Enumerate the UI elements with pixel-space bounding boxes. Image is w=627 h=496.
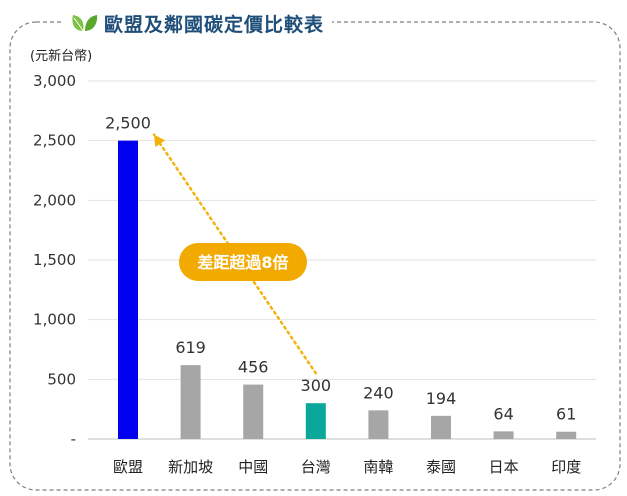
y-tick-label: 2,500	[33, 132, 76, 150]
y-axis-unit: (元新台幣)	[30, 49, 93, 64]
bar-歐盟	[118, 140, 138, 439]
annotation: 差距超過8倍	[152, 133, 318, 375]
x-tick-label: 日本	[489, 458, 519, 476]
x-tick-label: 南韓	[363, 458, 393, 476]
y-axis-ticks: - 500 1,000 1,500 2,000 2,500 3,000	[33, 72, 76, 448]
page-title: 歐盟及鄰國碳定價比較表	[104, 13, 325, 36]
bar-泰國	[431, 415, 451, 439]
bar-中國	[243, 384, 264, 439]
y-tick-label: 3,000	[33, 72, 76, 90]
value-label: 61	[556, 405, 576, 424]
bar-南韓	[368, 410, 389, 439]
x-tick-label: 印度	[551, 458, 581, 476]
x-tick-label: 歐盟	[113, 458, 143, 476]
x-axis-labels: 歐盟 新加坡 中國 台灣 南韓 泰國 日本 印度	[113, 458, 581, 476]
x-tick-label: 泰國	[426, 458, 456, 476]
value-labels: 2,500 619 456 300 240 194 64 61	[105, 114, 576, 424]
value-label: 2,500	[105, 114, 151, 133]
dashed-border	[9, 21, 621, 491]
y-tick-label: 1,500	[33, 251, 76, 269]
leaf-icon	[72, 15, 98, 32]
y-tick-label: 2,000	[33, 191, 76, 209]
y-tick-label: 1,000	[33, 311, 76, 329]
y-tick-label: 500	[47, 370, 76, 388]
x-tick-label: 新加坡	[168, 458, 213, 476]
value-label: 300	[301, 376, 332, 395]
bar-日本	[493, 431, 514, 439]
bar-台灣	[305, 403, 326, 439]
value-label: 194	[426, 389, 457, 408]
value-label: 240	[363, 383, 394, 402]
x-tick-label: 台灣	[301, 458, 331, 476]
value-label: 64	[493, 404, 513, 423]
title-bar: 歐盟及鄰國碳定價比較表	[62, 8, 333, 38]
x-tick-label: 中國	[238, 458, 268, 476]
value-label: 456	[238, 358, 269, 377]
arrow-head	[154, 134, 166, 148]
grid-lines	[88, 80, 596, 440]
bars	[118, 140, 577, 439]
callout-text: 差距超過8倍	[197, 253, 288, 272]
y-tick-label: -	[71, 430, 76, 448]
bar-印度	[556, 431, 577, 439]
value-label: 619	[175, 338, 206, 357]
bar-新加坡	[180, 365, 201, 439]
callout-pill	[179, 243, 307, 281]
